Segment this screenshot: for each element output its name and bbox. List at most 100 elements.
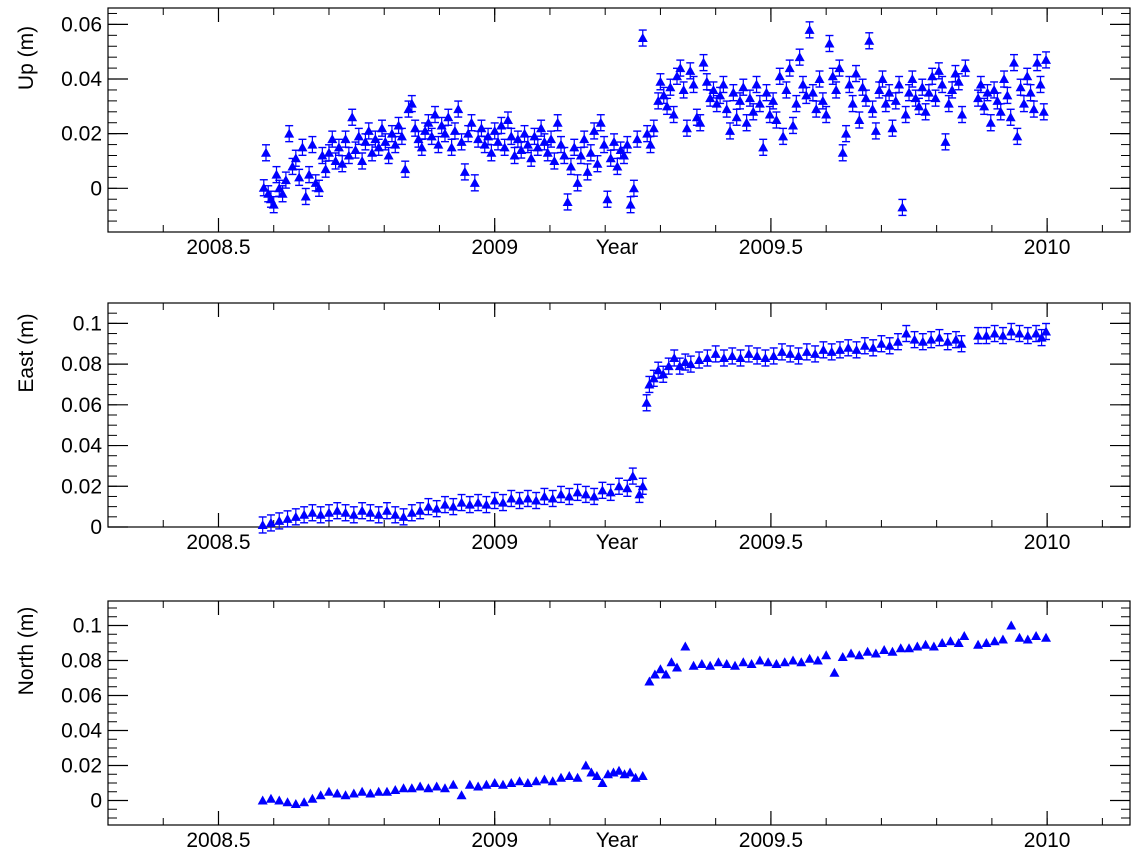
data-point: [804, 24, 815, 34]
data-point: [940, 136, 951, 146]
data-point: [547, 776, 558, 786]
y-tick-label: 0.1: [73, 312, 102, 335]
data-point: [880, 98, 891, 108]
data-point: [628, 183, 639, 193]
data-point: [552, 117, 563, 127]
data-point: [685, 359, 696, 369]
data-point: [1025, 87, 1036, 97]
data-point: [713, 657, 724, 667]
data-point: [340, 134, 351, 144]
data-point: [1006, 620, 1017, 630]
data-point: [660, 669, 671, 679]
data-point: [595, 117, 606, 127]
x-tick-label: 2010: [1024, 829, 1071, 852]
data-point: [415, 505, 426, 515]
data-point: [1008, 57, 1019, 67]
data-point: [754, 655, 765, 665]
data-point: [555, 489, 566, 499]
data-point: [514, 776, 525, 786]
data-point: [439, 499, 450, 509]
x-tick-label: 2009: [471, 829, 518, 852]
data-point: [953, 638, 964, 647]
data-point: [913, 101, 924, 111]
y-tick-label: 0.04: [61, 720, 102, 743]
data-point: [680, 357, 691, 367]
data-point: [1035, 79, 1046, 89]
data-point: [348, 509, 359, 519]
data-point: [539, 774, 550, 784]
data-point: [307, 139, 318, 149]
x-tick-label: 2009: [471, 236, 518, 259]
data-point: [727, 350, 738, 360]
data-point: [506, 131, 517, 141]
data-point: [645, 139, 656, 149]
y-tick-label: 0.08: [61, 353, 102, 376]
data-point: [493, 136, 504, 146]
data-point: [365, 788, 376, 798]
data-point: [680, 641, 691, 651]
data-point: [582, 166, 593, 176]
data-point: [788, 120, 799, 130]
data-point: [979, 101, 990, 111]
data-point: [735, 352, 746, 362]
data-point: [456, 497, 467, 507]
data-point: [637, 481, 648, 491]
data-point: [785, 348, 796, 358]
data-point: [834, 63, 845, 73]
data-point: [1012, 131, 1023, 141]
data-point: [738, 657, 749, 667]
data-point: [333, 142, 344, 152]
data-point: [678, 84, 689, 94]
data-point: [973, 639, 984, 649]
x-tick-label: 2008.5: [186, 829, 250, 852]
data-point: [627, 471, 638, 481]
data-point: [290, 799, 301, 808]
data-point: [483, 131, 494, 141]
data-point: [748, 106, 759, 116]
data-point: [877, 74, 888, 84]
data-point: [681, 123, 692, 133]
plot-panel-2: 2008.5 2009 2009.5 2010 Year 0 0.02 0.04 0.06 0.0…: [15, 302, 1131, 554]
data-point: [509, 150, 520, 160]
data-point: [890, 95, 901, 105]
data-point: [463, 128, 474, 138]
data-point: [637, 771, 648, 780]
data-point: [846, 648, 857, 658]
y-tick-label: 0.04: [61, 68, 102, 91]
data-point: [416, 142, 427, 152]
data-point: [801, 90, 812, 100]
data-point: [989, 328, 1000, 338]
data-point: [718, 352, 729, 362]
data-point: [1018, 98, 1029, 108]
data-point: [473, 497, 484, 507]
data-point: [973, 93, 984, 103]
data-point: [644, 676, 655, 686]
data-point: [423, 501, 434, 511]
data-point: [641, 397, 652, 407]
data-point: [917, 336, 928, 346]
data-point: [547, 493, 558, 503]
data-point: [373, 509, 384, 519]
data-point: [669, 352, 680, 362]
data-point: [829, 667, 840, 677]
data-point: [443, 112, 454, 122]
data-point: [431, 781, 442, 791]
data-point: [1041, 54, 1052, 64]
data-point: [1015, 82, 1026, 92]
data-point: [398, 783, 409, 793]
data-point: [453, 104, 464, 114]
y-tick-label: 0: [90, 516, 102, 539]
data-point: [357, 155, 368, 165]
data-point: [572, 487, 583, 497]
data-point: [937, 79, 948, 89]
data-point: [876, 338, 887, 348]
data-point: [933, 65, 944, 75]
data-point: [674, 361, 685, 371]
data-point: [837, 147, 848, 157]
data-point: [526, 153, 537, 163]
data-point: [614, 481, 624, 491]
data-point: [299, 509, 310, 519]
data-point: [569, 142, 580, 152]
data-point: [920, 639, 931, 649]
data-point: [705, 660, 716, 670]
